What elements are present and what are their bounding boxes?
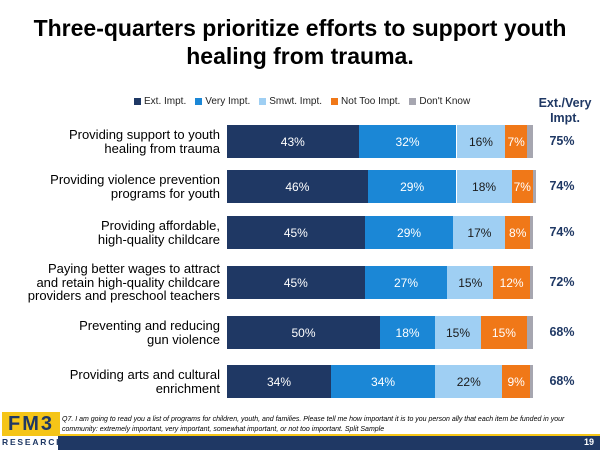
data-label: 46% bbox=[285, 179, 310, 194]
fm3-logo: FM3 RESEARCH bbox=[2, 412, 65, 447]
data-label: 34% bbox=[267, 374, 292, 389]
chart-legend: Ext. Impt. Very Impt. Smwt. Impt. Not Too I… bbox=[134, 96, 470, 107]
data-label: 15% bbox=[458, 275, 483, 290]
total-value: 74% bbox=[549, 225, 575, 239]
legend-swatch bbox=[195, 98, 203, 105]
bar-segment-don-t-know bbox=[529, 216, 533, 249]
category-label: Providing violence prevention programs fo… bbox=[50, 172, 220, 201]
data-label: 17% bbox=[467, 225, 492, 240]
bar-segment-smwt-impt: 22% bbox=[435, 365, 503, 398]
bar-segment-ext-impt: 34% bbox=[227, 365, 332, 398]
totals-header: Ext./Very Impt. bbox=[538, 96, 592, 125]
bar-segment-ext-impt: 45% bbox=[227, 216, 365, 249]
bar-segment-very-impt: 29% bbox=[364, 216, 454, 249]
legend-item: Smwt. Impt. bbox=[259, 96, 322, 107]
bar-segment-don-t-know bbox=[529, 266, 533, 299]
page-number: 19 bbox=[583, 437, 594, 447]
data-label: 50% bbox=[291, 325, 316, 340]
legend-item: Ext. Impt. bbox=[134, 96, 186, 107]
data-label: 18% bbox=[395, 325, 420, 340]
question-note: Q7. I am going to read you a list of pro… bbox=[62, 416, 565, 433]
data-label: 7% bbox=[507, 134, 525, 149]
bar-segment-don-t-know bbox=[533, 170, 537, 203]
bar-segment-very-impt: 34% bbox=[331, 365, 436, 398]
legend-label: Ext. Impt. bbox=[144, 96, 187, 107]
bar-segment-ext-impt: 43% bbox=[227, 125, 359, 158]
total-value: 68% bbox=[549, 374, 575, 388]
legend-item: Don't Know bbox=[409, 96, 470, 107]
category-label: Paying better wages to attract and retain… bbox=[27, 261, 220, 304]
data-label: 9% bbox=[507, 374, 525, 389]
bar-segment-very-impt: 29% bbox=[367, 170, 457, 203]
legend-swatch bbox=[259, 98, 267, 105]
data-label: 34% bbox=[371, 374, 396, 389]
data-label: 43% bbox=[280, 134, 305, 149]
bar-segment-ext-impt: 50% bbox=[227, 316, 380, 349]
category-label: Preventing and reducing gun violence bbox=[79, 318, 220, 347]
bar-segment-ext-impt: 45% bbox=[227, 266, 365, 299]
bar-segment-not-too-impt: 12% bbox=[493, 266, 530, 299]
data-label: 29% bbox=[397, 225, 422, 240]
footer-accent-line bbox=[58, 434, 600, 436]
bar-segment-very-impt: 27% bbox=[364, 266, 448, 299]
data-label: 15% bbox=[491, 325, 516, 340]
legend-item: Very Impt. bbox=[195, 96, 250, 107]
data-label: 27% bbox=[393, 275, 418, 290]
bar-segment-not-too-impt: 15% bbox=[480, 316, 527, 349]
total-value: 74% bbox=[549, 179, 575, 193]
slide-title: Three-quarters prioritize efforts to sup… bbox=[33, 15, 567, 69]
bar-segment-smwt-impt: 15% bbox=[447, 266, 494, 299]
data-label: 32% bbox=[395, 134, 420, 149]
total-value: 68% bbox=[549, 325, 575, 339]
legend-label: Smwt. Impt. bbox=[269, 96, 323, 107]
legend-swatch bbox=[409, 98, 417, 105]
bar-segment-not-too-impt: 7% bbox=[505, 125, 527, 158]
data-label: 8% bbox=[509, 225, 527, 240]
bar-segment-smwt-impt: 16% bbox=[456, 125, 506, 158]
bar-segment-very-impt: 18% bbox=[380, 316, 436, 349]
data-label: 29% bbox=[400, 179, 425, 194]
bar-segment-smwt-impt: 18% bbox=[456, 170, 512, 203]
category-label: Providing support to youth healing from t… bbox=[68, 127, 220, 156]
bar-segment-don-t-know bbox=[526, 316, 533, 349]
data-label: 12% bbox=[499, 275, 524, 290]
bar-segment-ext-impt: 46% bbox=[227, 170, 368, 203]
bar-segment-not-too-impt: 8% bbox=[505, 216, 530, 249]
data-label: 15% bbox=[446, 325, 471, 340]
bar-segment-smwt-impt: 15% bbox=[435, 316, 481, 349]
category-label: Providing affordable, high-quality childc… bbox=[97, 218, 220, 247]
bar-segment-very-impt: 32% bbox=[358, 125, 457, 158]
data-label: 45% bbox=[283, 275, 308, 290]
bar-segment-smwt-impt: 17% bbox=[453, 216, 506, 249]
data-label: 18% bbox=[472, 179, 497, 194]
total-value: 75% bbox=[549, 134, 575, 148]
data-label: 45% bbox=[283, 225, 308, 240]
total-value: 72% bbox=[549, 275, 575, 289]
legend-label: Don't Know bbox=[419, 96, 471, 107]
bar-segment-don-t-know bbox=[526, 125, 533, 158]
data-label: 7% bbox=[513, 179, 531, 194]
category-label: Providing arts and cultural enrichment bbox=[69, 367, 220, 396]
data-label: 22% bbox=[456, 374, 481, 389]
legend-item: Not Too Impt. bbox=[331, 96, 400, 107]
bar-segment-not-too-impt: 7% bbox=[511, 170, 533, 203]
footer-bar bbox=[58, 436, 600, 450]
data-label: 16% bbox=[468, 134, 493, 149]
legend-label: Very Impt. bbox=[205, 96, 251, 107]
bar-segment-don-t-know bbox=[529, 365, 533, 398]
legend-swatch bbox=[331, 98, 339, 105]
legend-label: Not Too Impt. bbox=[341, 96, 401, 107]
bar-segment-not-too-impt: 9% bbox=[502, 365, 530, 398]
legend-swatch bbox=[134, 98, 141, 105]
